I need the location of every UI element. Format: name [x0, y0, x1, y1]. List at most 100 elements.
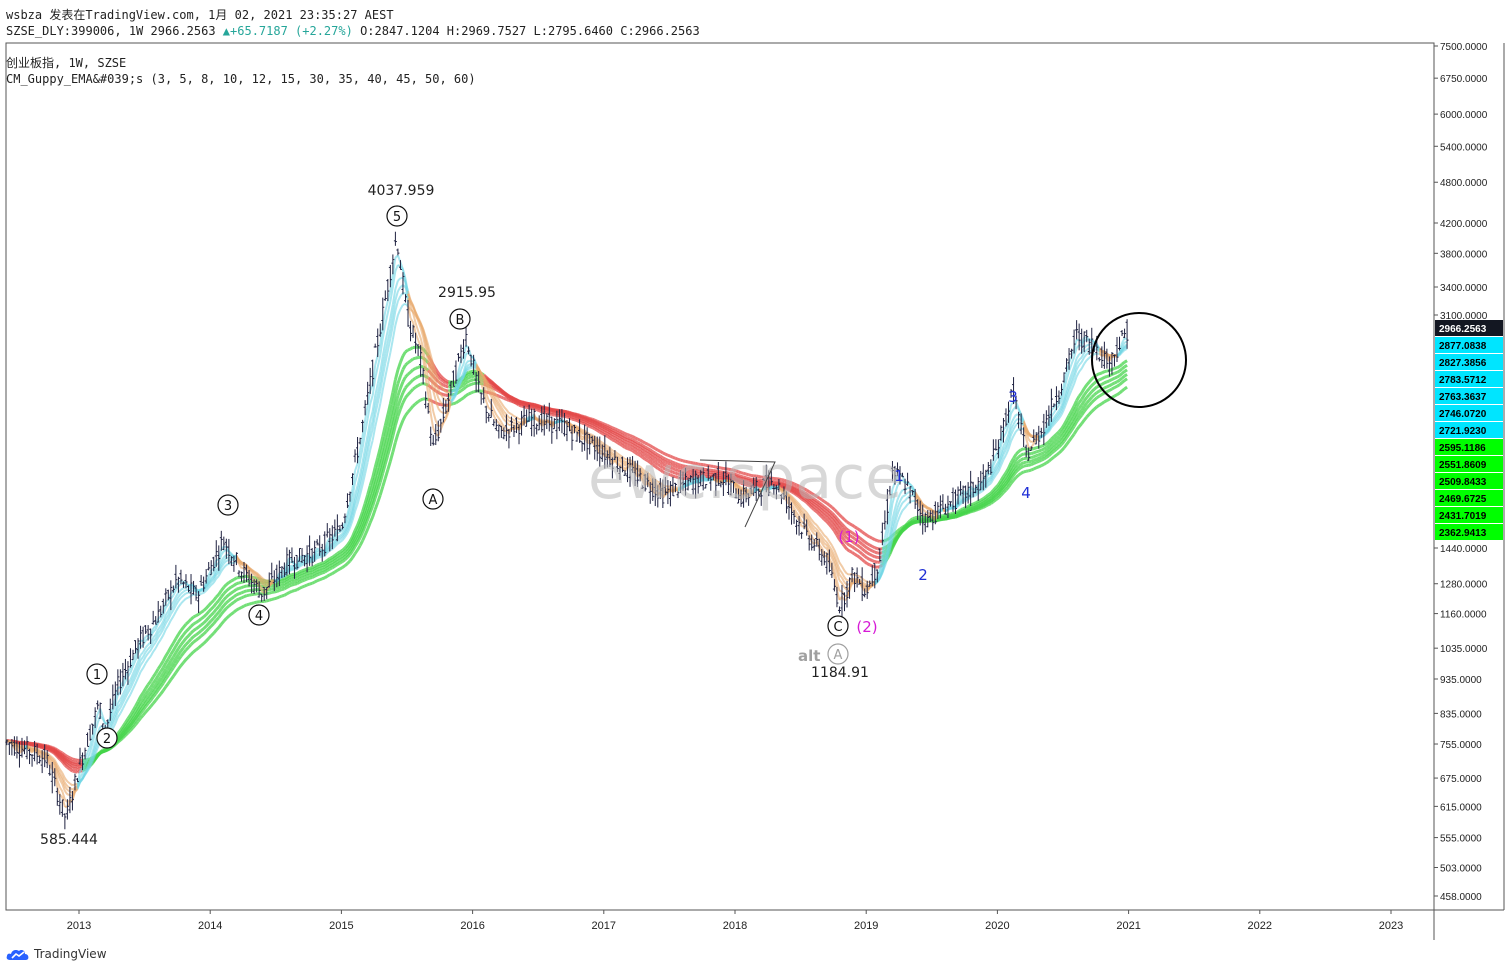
ema-slow-40 — [1007, 471, 1013, 478]
ema-slow-35 — [593, 425, 598, 430]
ema-slow-60 — [498, 394, 502, 399]
ema-fast-3 — [888, 489, 894, 510]
ema-slow-30 — [1042, 442, 1048, 447]
ema-slow-60 — [1052, 453, 1058, 459]
ema-fast-8 — [1055, 410, 1060, 415]
ema-slow-40 — [646, 452, 652, 457]
ema-slow-60 — [326, 573, 331, 578]
ema-slow-60 — [147, 705, 152, 711]
ema-slow-35 — [368, 485, 375, 495]
ema-slow-30 — [388, 391, 395, 405]
ema-slow-50 — [401, 397, 407, 404]
ema-slow-40 — [1030, 455, 1035, 460]
ema-slow-30 — [820, 515, 826, 521]
ema-fast-8 — [339, 532, 344, 537]
ema-fast-5 — [402, 269, 407, 279]
ema-slow-60 — [1078, 422, 1083, 428]
ema-slow-30 — [1012, 453, 1018, 460]
ema-slow-60 — [136, 717, 142, 723]
ema-slow-50 — [846, 528, 851, 533]
ema-slow-45 — [1075, 412, 1081, 419]
ema-fast-8 — [500, 414, 505, 421]
ema-slow-40 — [445, 384, 449, 389]
ema-slow-60 — [72, 757, 76, 762]
ema-fast-15 — [144, 658, 149, 664]
ema-slow-45 — [631, 440, 636, 445]
ema-slow-35 — [624, 442, 629, 447]
ema-slow-60 — [748, 473, 752, 477]
ema-slow-45 — [1067, 425, 1073, 431]
ema-fast-3 — [427, 394, 432, 414]
ema-slow-35 — [835, 529, 841, 535]
ema-fast-5 — [429, 396, 435, 412]
ema-fast-3 — [1121, 337, 1126, 344]
ema-fast-5 — [374, 366, 379, 379]
ema-slow-60 — [795, 483, 800, 488]
ema-slow-60 — [167, 678, 173, 685]
ema-slow-30 — [164, 651, 170, 657]
ema-slow-50 — [609, 427, 614, 432]
ema-slow-35 — [586, 421, 591, 426]
ema-slow-35 — [1009, 462, 1015, 469]
ema-slow-45 — [313, 570, 318, 575]
ema-slow-50 — [498, 389, 503, 394]
ema-fast-8 — [1007, 423, 1012, 435]
ema-slow-50 — [1096, 394, 1101, 399]
ema-fast-15 — [157, 638, 162, 644]
ema-slow-40 — [1052, 441, 1058, 446]
ema-slow-50 — [649, 448, 654, 453]
ema-slow-30 — [599, 430, 604, 435]
ema-slow-40 — [399, 381, 405, 389]
ema-slow-60 — [399, 419, 405, 428]
ema-slow-45 — [301, 575, 306, 580]
ema-fast-8 — [419, 327, 425, 337]
ema-slow-30 — [992, 486, 997, 492]
ema-slow-30 — [190, 615, 195, 621]
ema-slow-60 — [586, 416, 591, 420]
ema-slow-60 — [805, 488, 810, 493]
ema-slow-40 — [69, 762, 74, 767]
ema-slow-40 — [1111, 376, 1116, 381]
ema-slow-60 — [820, 498, 826, 503]
ema-slow-50 — [225, 604, 230, 610]
ema-slow-30 — [1116, 365, 1121, 370]
ema-slow-50 — [301, 578, 306, 583]
ema-slow-50 — [1093, 396, 1098, 402]
ema-fast-15 — [154, 642, 160, 649]
ema-slow-35 — [1067, 415, 1073, 422]
ema-slow-60 — [861, 530, 866, 535]
ema-slow-35 — [634, 447, 639, 453]
ema-slow-35 — [616, 438, 621, 443]
ema-slow-40 — [1118, 372, 1124, 377]
ema-slow-50 — [268, 591, 273, 595]
ema-slow-60 — [793, 482, 798, 487]
ema-fast-8 — [172, 596, 177, 603]
ema-slow-35 — [599, 428, 603, 433]
ema-slow-60 — [368, 516, 375, 524]
ema-fast-10 — [111, 714, 117, 721]
ema-slow-30 — [195, 613, 200, 618]
ema-slow-45 — [818, 504, 823, 509]
ema-slow-60 — [1113, 393, 1118, 398]
ema-slow-45 — [401, 387, 407, 394]
ema-slow-60 — [283, 592, 288, 597]
ema-slow-45 — [1090, 393, 1096, 399]
ema-slow-50 — [399, 402, 405, 410]
ema-slow-60 — [999, 491, 1005, 497]
ema-slow-30 — [669, 473, 674, 478]
ema-slow-30 — [601, 432, 606, 437]
ema-slow-30 — [442, 377, 447, 382]
ema-slow-60 — [609, 425, 614, 430]
ema-slow-35 — [164, 658, 170, 664]
ema-slow-50 — [207, 625, 213, 630]
ema-slow-40 — [626, 441, 631, 445]
ema-fast-10 — [397, 286, 402, 292]
ema-slow-45 — [192, 633, 197, 638]
ema-slow-60 — [843, 518, 849, 524]
ema-slow-40 — [1047, 445, 1053, 451]
ema-fast-8 — [119, 693, 124, 700]
ema-slow-60 — [955, 514, 959, 519]
ema-slow-60 — [361, 534, 367, 542]
ema-slow-60 — [278, 594, 283, 599]
